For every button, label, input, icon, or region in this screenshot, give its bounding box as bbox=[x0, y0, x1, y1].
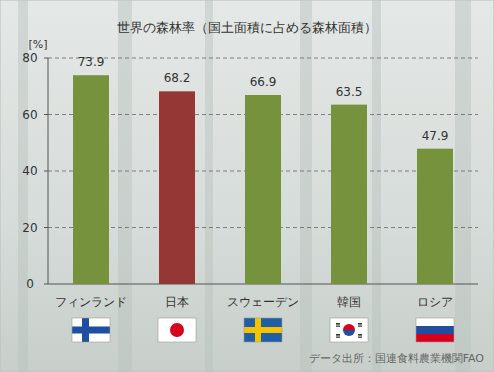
flag-field bbox=[330, 318, 368, 342]
tick-label: 60 bbox=[22, 108, 37, 122]
tick-mark bbox=[44, 114, 48, 115]
y-axis bbox=[48, 58, 49, 284]
bar bbox=[245, 95, 281, 284]
flag-trigram bbox=[358, 325, 362, 327]
data-label: 66.9 bbox=[250, 75, 277, 89]
flag-border bbox=[72, 318, 110, 342]
flag-stripe bbox=[416, 334, 454, 342]
bar bbox=[417, 149, 453, 284]
source: データ出所：国連食料農業機関FAO bbox=[309, 352, 485, 365]
tree-trunk bbox=[300, 0, 312, 372]
category-label: フィンランド bbox=[55, 295, 127, 309]
flag-trigram bbox=[336, 325, 340, 327]
flag-trigram bbox=[358, 323, 362, 325]
tick-mark bbox=[44, 171, 48, 172]
title: 世界の森林率（国土面積に占める森林面積） bbox=[117, 20, 377, 35]
flag-trigram bbox=[358, 336, 362, 338]
flag-trigram bbox=[336, 336, 340, 338]
grid-line bbox=[48, 58, 478, 59]
category-label: ロシア bbox=[417, 295, 453, 309]
y-axis-label: [%] bbox=[28, 38, 47, 51]
category-label: 日本 bbox=[165, 295, 189, 309]
bar bbox=[73, 75, 109, 284]
flag-disc bbox=[170, 323, 184, 337]
category-label: 韓国 bbox=[337, 295, 361, 309]
flag-border bbox=[416, 318, 454, 342]
flag bbox=[244, 318, 282, 342]
flag-trigram bbox=[336, 334, 340, 336]
flag-cross bbox=[72, 327, 110, 334]
flag-field bbox=[72, 318, 110, 342]
chart-container: 世界の森林率（国土面積に占める森林面積） [%] 0 20 40 60 80 73.9 68.2… bbox=[0, 0, 494, 372]
flag-field bbox=[244, 318, 282, 342]
flag-trigram bbox=[358, 334, 362, 336]
tick-label: 20 bbox=[22, 221, 37, 235]
category-label: スウェーデン bbox=[227, 295, 299, 309]
flag bbox=[330, 318, 368, 342]
flag-trigram bbox=[336, 335, 340, 337]
data-label: 47.9 bbox=[422, 129, 449, 143]
bar bbox=[331, 105, 367, 284]
flag-stripe bbox=[416, 318, 454, 326]
flag-taeguk bbox=[343, 324, 355, 330]
data-label: 68.2 bbox=[164, 71, 191, 85]
flag-border bbox=[330, 318, 368, 342]
flag-field bbox=[158, 318, 196, 342]
flag-cross bbox=[244, 327, 282, 333]
tree-trunk bbox=[118, 0, 132, 372]
flag bbox=[416, 318, 454, 342]
tick-label: 80 bbox=[22, 51, 37, 65]
bar bbox=[159, 91, 195, 284]
flag-trigram bbox=[358, 335, 362, 337]
chart: 世界の森林率（国土面積に占める森林面積） [%] 0 20 40 60 80 73.9 68.2… bbox=[0, 0, 494, 372]
data-label: 63.5 bbox=[336, 85, 363, 99]
tick-label: 0 bbox=[26, 277, 34, 291]
flag bbox=[72, 318, 110, 342]
flag-border bbox=[158, 318, 196, 342]
tick-label: 40 bbox=[22, 164, 37, 178]
flag-stripe bbox=[416, 326, 454, 334]
flag-trigram bbox=[336, 323, 340, 325]
bars bbox=[73, 75, 453, 284]
flag-trigram bbox=[336, 324, 340, 326]
tree-trunk bbox=[455, 0, 471, 372]
background bbox=[0, 0, 494, 372]
tick-mark bbox=[44, 227, 48, 228]
tree-trunk bbox=[372, 0, 381, 372]
flag-trigram bbox=[358, 324, 362, 326]
flag bbox=[158, 318, 196, 342]
tick-mark bbox=[44, 284, 48, 285]
flag-border bbox=[244, 318, 282, 342]
tick-mark bbox=[44, 58, 48, 59]
data-label: 73.9 bbox=[78, 55, 105, 69]
flag-taeguk bbox=[343, 330, 355, 336]
tree-trunk bbox=[205, 0, 213, 372]
